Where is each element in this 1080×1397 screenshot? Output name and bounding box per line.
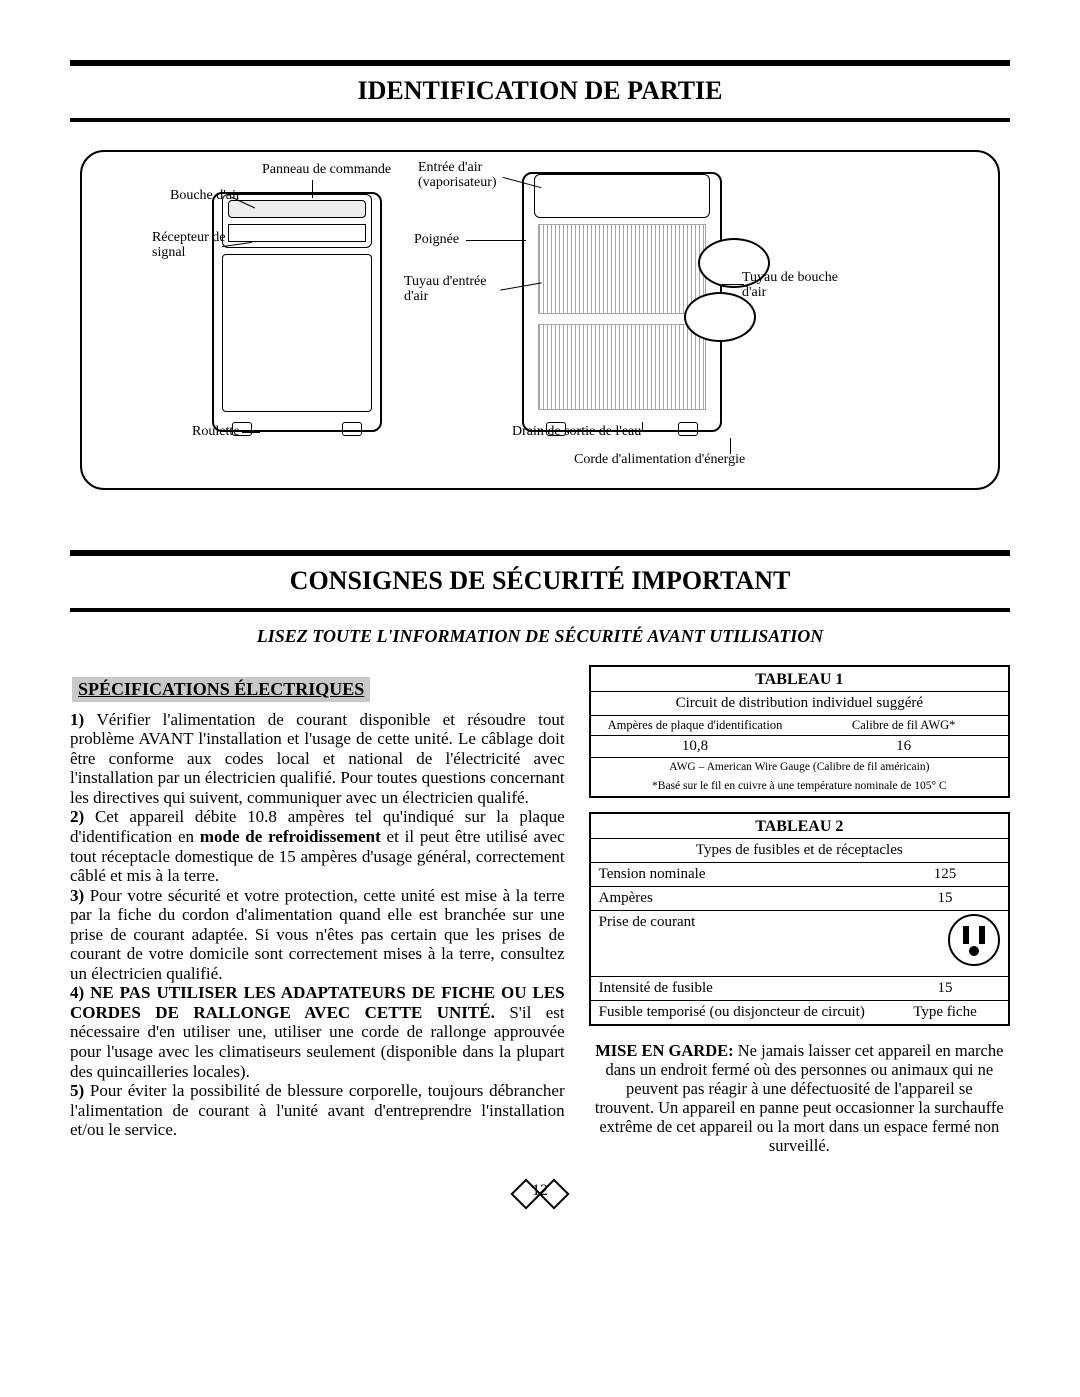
section1-title: IDENTIFICATION DE PARTIE [70,66,1010,118]
table1-sub: Circuit de distribution individuel suggé… [591,692,1008,716]
warning-block: MISE EN GARDE: Ne jamais laisser cet app… [589,1040,1010,1158]
label-corde: Corde d'alimentation d'énergie [574,452,745,467]
parts-diagram: Panneau de commande Bouche d'air Récepte… [80,150,1000,490]
t2-r4-l: Intensité de fusible [599,980,890,997]
para-3: 3) Pour votre sécurité et votre protecti… [70,886,565,984]
para5-lead: 5) [70,1081,90,1100]
page-diamond-icon: 12 [511,1178,569,1208]
table1-note1: AWG – American Wire Gauge (Calibre de fi… [591,758,1008,777]
t2-r1-v: 125 [890,866,1000,883]
t2-r3-l: Prise de courant [599,914,890,931]
t2-r5-v: Type fiche [890,1004,1000,1021]
para-1: 1) Vérifier l'alimentation de courant di… [70,710,565,808]
left-column: SPÉCIFICATIONS ÉLECTRIQUES 1) Vérifier l… [70,665,565,1158]
unit-front [212,192,382,432]
label-roulette: Roulette [192,424,239,439]
para3-lead: 3) [70,886,90,905]
table1-col1v: 10,8 [591,736,800,757]
table1-col2v: 16 [799,736,1008,757]
para1-lead: 1) [70,710,97,729]
content-columns: SPÉCIFICATIONS ÉLECTRIQUES 1) Vérifier l… [70,665,1010,1158]
unit-back [522,172,722,432]
para2-bold: mode de refroidissement [200,827,381,846]
t2-r1-l: Tension nominale [599,866,890,883]
label-drain: Drain de sortie de l'eau [512,424,641,439]
table2-caption: TABLEAU 2 [591,814,1008,839]
para2-lead: 2) [70,807,95,826]
warning-lead: MISE EN GARDE: [595,1041,738,1060]
section2-title: CONSIGNES DE SÉCURITÉ IMPORTANT [70,556,1010,608]
label-tuyau-entree: Tuyau d'entrée d'air [404,274,504,305]
page-number: 12 [511,1182,569,1200]
table-1: TABLEAU 1 Circuit de distribution indivi… [589,665,1010,798]
outlet-icon [948,914,1000,966]
para1-text: Vérifier l'alimentation de courant dispo… [70,710,565,807]
para-5: 5) Pour éviter la possibilité de blessur… [70,1081,565,1140]
label-recepteur: Récepteur de signal [152,230,232,261]
label-bouche: Bouche d'air [170,188,241,203]
page-number-wrap: 12 [70,1178,1010,1213]
label-tuyau-bouche: Tuyau de bouche d'air [742,270,862,301]
outlet-cell [890,914,1000,966]
label-entree-air: Entrée d'air (vaporisateur) [418,160,518,191]
table1-caption: TABLEAU 1 [591,667,1008,692]
table2-sub: Types de fusibles et de réceptacles [591,839,1008,863]
table1-col1h: Ampères de plaque d'identification [591,716,800,735]
label-panneau: Panneau de commande [262,162,391,177]
right-column: TABLEAU 1 Circuit de distribution indivi… [589,665,1010,1158]
table1-col2h: Calibre de fil AWG* [799,716,1008,735]
t2-r5-l: Fusible temporisé (ou disjoncteur de cir… [599,1004,890,1021]
t2-r2-v: 15 [890,890,1000,907]
para-4: 4) NE PAS UTILISER LES ADAPTATEURS DE FI… [70,983,565,1081]
safety-subhead: LISEZ TOUTE L'INFORMATION DE SÉCURITÉ AV… [70,612,1010,665]
para4-lead: 4) NE PAS UTILISER LES ADAPTATEURS DE FI… [70,983,565,1022]
rule-under-title1 [70,118,1010,122]
para5-text: Pour éviter la possibilité de blessure c… [70,1081,565,1139]
electrical-heading: SPÉCIFICATIONS ÉLECTRIQUES [72,677,370,702]
table1-note2: *Basé sur le fil en cuivre à une tempéra… [591,777,1008,796]
table-2: TABLEAU 2 Types de fusibles et de récept… [589,812,1010,1026]
t2-r4-v: 15 [890,980,1000,997]
para3-text: Pour votre sécurité et votre protection,… [70,886,565,983]
label-poignee: Poignée [414,232,459,247]
para-2: 2) Cet appareil débite 10.8 ampères tel … [70,807,565,885]
t2-r2-l: Ampères [599,890,890,907]
